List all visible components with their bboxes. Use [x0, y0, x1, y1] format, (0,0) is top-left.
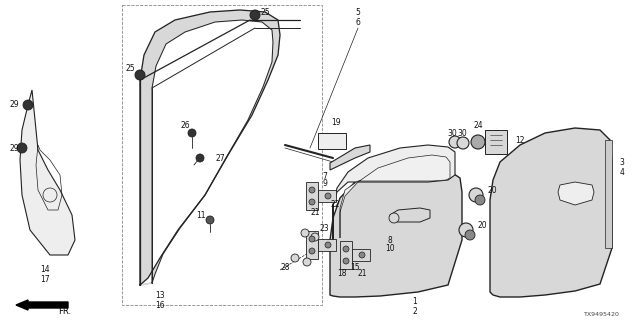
Text: 19: 19 [331, 117, 341, 126]
Circle shape [475, 195, 485, 205]
Circle shape [471, 135, 485, 149]
Text: 5: 5 [356, 7, 360, 17]
Circle shape [389, 213, 399, 223]
Circle shape [309, 236, 315, 242]
Text: 7: 7 [323, 172, 328, 180]
Circle shape [23, 100, 33, 110]
Text: 16: 16 [155, 301, 165, 310]
Circle shape [465, 230, 475, 240]
Text: 12: 12 [515, 135, 525, 145]
Circle shape [135, 70, 145, 80]
Text: 24: 24 [473, 121, 483, 130]
Text: 26: 26 [180, 121, 190, 130]
Text: TX9495420: TX9495420 [584, 311, 620, 316]
Text: 20: 20 [478, 220, 488, 229]
Text: 23: 23 [320, 223, 330, 233]
FancyArrow shape [16, 300, 68, 310]
Circle shape [567, 187, 583, 203]
Polygon shape [490, 128, 612, 297]
Text: 27: 27 [215, 154, 225, 163]
Text: 29: 29 [9, 100, 19, 108]
Text: 13: 13 [155, 292, 165, 300]
Text: 1: 1 [413, 298, 417, 307]
Polygon shape [330, 145, 370, 170]
Text: FR.: FR. [58, 308, 72, 316]
Text: 10: 10 [385, 244, 395, 252]
Text: 4: 4 [620, 167, 625, 177]
Text: 21: 21 [310, 207, 320, 217]
Circle shape [17, 143, 27, 153]
Bar [122, 5, 322, 305]
Text: 30: 30 [457, 129, 467, 138]
Circle shape [303, 258, 311, 266]
Circle shape [309, 199, 315, 205]
Polygon shape [330, 168, 462, 297]
Polygon shape [340, 155, 450, 238]
Circle shape [301, 229, 309, 237]
Circle shape [459, 223, 473, 237]
Circle shape [469, 188, 483, 202]
Text: 20: 20 [488, 186, 498, 195]
Text: 17: 17 [40, 276, 50, 284]
Polygon shape [140, 10, 280, 285]
Circle shape [196, 154, 204, 162]
Polygon shape [306, 231, 318, 259]
Polygon shape [333, 145, 455, 240]
Circle shape [343, 258, 349, 264]
Circle shape [291, 254, 299, 262]
Text: 29: 29 [9, 143, 19, 153]
Circle shape [309, 248, 315, 254]
Polygon shape [20, 90, 75, 255]
Text: 25: 25 [260, 7, 270, 17]
Text: 22: 22 [330, 199, 340, 209]
Circle shape [311, 233, 319, 241]
Polygon shape [340, 241, 352, 269]
Polygon shape [352, 249, 370, 261]
Circle shape [343, 246, 349, 252]
Text: 18: 18 [337, 269, 347, 278]
Text: 9: 9 [323, 179, 328, 188]
Polygon shape [605, 140, 612, 248]
Circle shape [325, 193, 331, 199]
Circle shape [309, 187, 315, 193]
Text: 2: 2 [413, 307, 417, 316]
Text: 15: 15 [350, 263, 360, 273]
Text: 3: 3 [620, 157, 625, 166]
Circle shape [250, 10, 260, 20]
Text: 11: 11 [196, 211, 205, 220]
Circle shape [457, 137, 469, 149]
Text: 8: 8 [388, 236, 392, 244]
Circle shape [359, 252, 365, 258]
Text: 28: 28 [280, 263, 290, 273]
Polygon shape [558, 182, 594, 205]
Circle shape [206, 216, 214, 224]
Circle shape [449, 136, 461, 148]
Polygon shape [318, 190, 336, 202]
Bar [318, 133, 346, 149]
Polygon shape [306, 182, 318, 210]
Polygon shape [318, 239, 336, 251]
Text: 30: 30 [447, 129, 457, 138]
Circle shape [188, 129, 196, 137]
Text: 6: 6 [356, 18, 360, 27]
Polygon shape [390, 208, 430, 222]
Bar [485, 130, 507, 154]
Text: 14: 14 [40, 266, 50, 275]
Text: 21: 21 [357, 269, 367, 278]
Circle shape [325, 242, 331, 248]
Text: 25: 25 [125, 63, 135, 73]
